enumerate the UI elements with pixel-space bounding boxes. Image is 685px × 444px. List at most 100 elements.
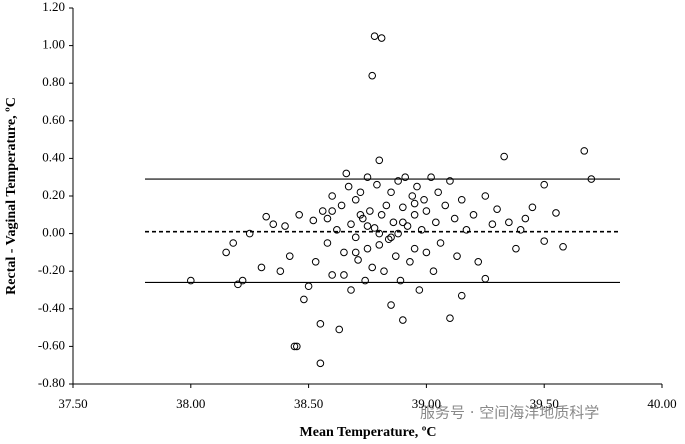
point	[337, 201, 346, 210]
point	[450, 214, 459, 223]
point	[354, 256, 362, 264]
point	[363, 173, 372, 181]
point	[370, 32, 379, 41]
point	[340, 248, 348, 257]
point	[540, 237, 549, 245]
point	[391, 252, 400, 260]
point	[408, 192, 417, 200]
point	[540, 180, 549, 189]
point	[505, 218, 513, 227]
point	[187, 276, 195, 285]
point	[328, 192, 336, 200]
point	[347, 220, 355, 228]
point	[368, 71, 377, 80]
point	[512, 244, 520, 253]
point	[295, 211, 303, 219]
point	[387, 301, 395, 309]
point	[363, 244, 372, 253]
point	[377, 211, 386, 219]
point	[429, 267, 438, 276]
y-axis-title: Rectal - Vaginal Temperature, ºC	[4, 97, 19, 295]
point	[580, 147, 589, 155]
point	[410, 211, 419, 219]
point	[347, 286, 355, 294]
point	[222, 248, 230, 257]
point	[351, 195, 360, 204]
y-tick-label: -0.40	[38, 300, 65, 315]
point	[384, 235, 393, 244]
point	[340, 271, 348, 279]
x-tick-label: 39.50	[530, 396, 559, 411]
point	[380, 267, 388, 276]
point	[481, 274, 490, 283]
point	[316, 359, 325, 368]
point	[434, 188, 442, 197]
point	[500, 152, 508, 161]
point	[333, 226, 341, 234]
point	[323, 214, 332, 223]
point	[276, 267, 285, 276]
y-tick-label: 0.20	[42, 187, 65, 202]
point	[521, 214, 530, 223]
point	[368, 263, 377, 272]
point	[413, 182, 421, 191]
point	[311, 258, 320, 266]
point	[304, 282, 313, 291]
x-tick-label: 37.50	[58, 396, 87, 411]
point	[457, 291, 466, 300]
point	[245, 229, 254, 238]
point	[366, 207, 374, 215]
point	[387, 233, 395, 242]
point	[262, 212, 270, 221]
point	[488, 220, 497, 228]
point	[399, 203, 407, 212]
x-tick-label: 38.00	[176, 396, 205, 411]
point	[462, 226, 471, 234]
x-tick-label: 39.00	[412, 396, 441, 411]
point	[375, 229, 384, 238]
point	[481, 192, 490, 200]
y-tick-label: 1.20	[42, 0, 65, 14]
point	[234, 280, 242, 289]
point	[441, 201, 450, 210]
y-tick-label: -0.60	[38, 337, 65, 352]
point	[457, 195, 466, 204]
point	[318, 207, 327, 215]
point	[342, 169, 351, 178]
point	[344, 182, 353, 191]
point	[474, 258, 483, 266]
point	[363, 222, 372, 230]
point	[356, 211, 365, 219]
point	[422, 207, 431, 215]
y-tick-label: 0.60	[42, 112, 65, 127]
point	[469, 211, 478, 219]
point	[446, 177, 454, 185]
point	[417, 226, 426, 234]
y-tick-label: 0.80	[42, 74, 65, 89]
point	[229, 239, 238, 247]
point	[399, 316, 407, 324]
point	[493, 205, 501, 213]
point	[300, 295, 308, 304]
point	[453, 252, 461, 260]
point	[293, 342, 301, 351]
point	[559, 242, 567, 251]
point	[328, 207, 336, 215]
point	[351, 248, 360, 257]
point	[552, 209, 560, 217]
point	[238, 276, 247, 285]
point	[406, 258, 414, 266]
point	[403, 222, 412, 230]
point	[361, 276, 369, 285]
y-tick-label: 0.00	[42, 225, 65, 240]
point	[316, 320, 325, 328]
point	[432, 218, 440, 227]
y-tick-label: -0.80	[38, 375, 65, 390]
point	[290, 342, 299, 351]
point	[285, 252, 294, 260]
point	[436, 239, 445, 247]
point	[335, 325, 344, 334]
point	[401, 173, 409, 181]
point	[396, 276, 405, 285]
point	[373, 180, 381, 189]
